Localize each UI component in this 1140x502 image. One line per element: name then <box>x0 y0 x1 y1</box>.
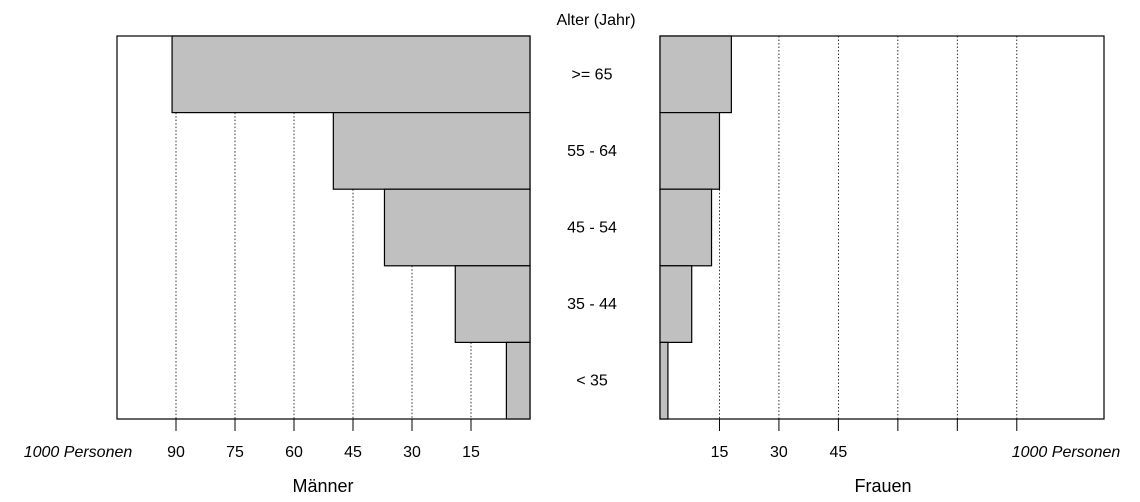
age-category-label: >= 65 <box>572 66 613 83</box>
women-tick-label: 45 <box>829 444 847 461</box>
women-unit-label: 1000 Personen <box>1012 444 1121 461</box>
men-bar <box>171 35 531 114</box>
men-bar <box>505 341 531 420</box>
men-panel-title: Männer <box>292 476 353 496</box>
men-tick-label: 45 <box>344 444 362 461</box>
women-bar <box>659 188 713 267</box>
age-category-label: < 35 <box>576 373 608 390</box>
men-bar <box>332 111 531 190</box>
women-bar <box>659 111 721 190</box>
women-tick-label: 15 <box>711 444 729 461</box>
men-tick-label: 15 <box>462 444 480 461</box>
men-tick-label: 60 <box>285 444 303 461</box>
women-bar <box>659 265 693 343</box>
men-tick-label: 75 <box>226 444 244 461</box>
women-bar <box>659 341 669 420</box>
men-panel: 90 75 60 45 30 15 <box>116 35 531 461</box>
men-bar <box>383 188 531 267</box>
men-bar <box>454 265 531 343</box>
women-panel-title: Frauen <box>854 476 911 496</box>
age-category-label: 35 - 44 <box>567 296 617 313</box>
women-panel: 15 30 45 <box>659 35 1105 461</box>
age-category-labels: >= 65 55 - 64 45 - 54 35 - 44 < 35 <box>567 66 617 389</box>
men-tick-label: 90 <box>167 444 185 461</box>
age-category-label: 45 - 54 <box>567 220 617 237</box>
men-tick-label: 30 <box>403 444 421 461</box>
women-tick-label: 30 <box>770 444 788 461</box>
age-category-label: 55 - 64 <box>567 143 617 160</box>
age-axis-header: Alter (Jahr) <box>556 12 635 29</box>
women-bar <box>659 35 732 114</box>
men-unit-label: 1000 Personen <box>24 444 133 461</box>
